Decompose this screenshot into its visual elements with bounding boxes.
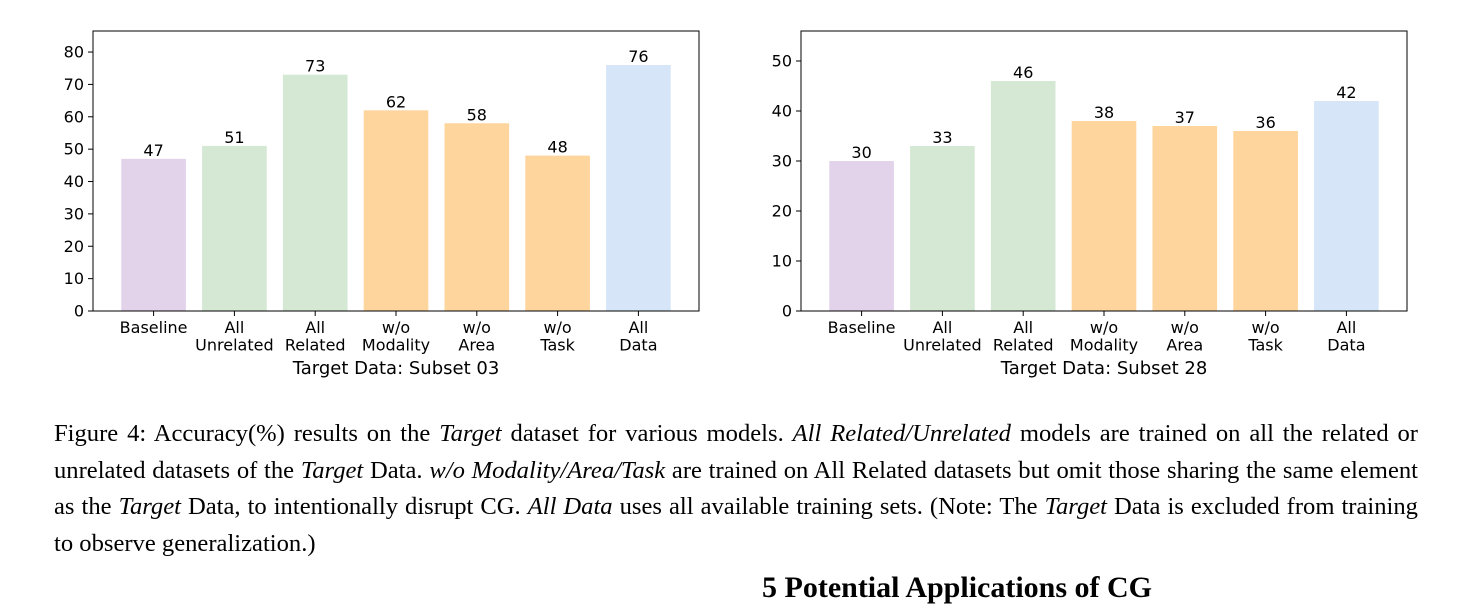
section-heading: 5 Potential Applications of CG: [762, 571, 1153, 604]
bar-value-label: 36: [1255, 113, 1275, 132]
x-tick-label: w/o Area: [1166, 318, 1203, 355]
x-tick-label: All Data: [1327, 318, 1365, 355]
caption-text: models are trained on all the related or…: [54, 420, 1418, 484]
bar-value-label: 62: [386, 92, 406, 111]
y-tick-label: 0: [782, 302, 792, 321]
x-axis-label: Target Data: Subset 28: [1000, 358, 1208, 379]
x-tick-label: All Unrelated: [903, 318, 981, 355]
caption-italic-term: All Related/Unrelated: [792, 420, 1011, 447]
y-tick-label: 10: [772, 252, 792, 271]
bar-value-label: 30: [851, 143, 871, 162]
y-tick-label: 50: [64, 140, 84, 159]
x-axis-label: Target Data: Subset 03: [292, 358, 500, 379]
bar-chart-2: 30 Baseline 33 All Unrelated 46 All Related 38 w/…: [772, 30, 1408, 379]
x-tick-label: w/o Task: [1247, 318, 1283, 355]
plot-frame: [92, 30, 700, 312]
bar: [363, 110, 429, 311]
bar: [1152, 126, 1218, 311]
caption-text: Data is excluded from training to observ…: [54, 493, 1418, 557]
bar: [202, 145, 267, 311]
caption-italic-term: w/o Modality/Area/Task: [429, 456, 666, 484]
bar-value-label: 48: [547, 138, 567, 157]
x-tick-label: w/o Area: [458, 318, 495, 355]
x-tick-label: All Data: [619, 318, 657, 355]
y-tick-label: 30: [64, 204, 84, 223]
caption-text: Data.: [363, 456, 430, 484]
y-tick-label: 40: [772, 102, 792, 121]
bar-value-label: 46: [1013, 63, 1033, 82]
caption-text: Data, to intentionally disrupt CG.: [180, 493, 528, 520]
caption-text: are trained on All Related datasets but …: [54, 456, 1418, 521]
bar: [606, 64, 671, 312]
x-tick-label: All Related: [285, 318, 346, 355]
bar-value-label: 33: [932, 128, 952, 147]
caption-text: uses all available training sets. (Note:…: [612, 493, 1045, 520]
bar-chart-1: 47 Baseline 51 All Unrelated 73 All Related 62 w/…: [64, 30, 700, 379]
caption-italic-term: All Data: [527, 493, 613, 520]
bar-value-label: 51: [224, 128, 244, 147]
y-tick-label: 50: [772, 52, 792, 71]
caption-italic-term: Target: [1044, 493, 1107, 520]
bar-value-label: 42: [1336, 83, 1356, 102]
y-tick-label: 40: [64, 172, 84, 191]
bar-value-label: 37: [1175, 108, 1195, 127]
bar-value-label: 73: [305, 57, 325, 76]
y-tick-label: 10: [64, 269, 84, 288]
bar: [829, 161, 894, 311]
x-tick-label: w/o Task: [539, 318, 575, 355]
caption-italic-term: Target: [300, 456, 364, 484]
x-tick-label: w/o Modality: [1070, 318, 1138, 355]
bar-value-label: 38: [1094, 103, 1114, 122]
bar: [1314, 101, 1379, 311]
x-tick-label: Baseline: [120, 318, 188, 337]
bar: [525, 155, 590, 311]
bar: [1071, 121, 1137, 311]
y-tick-label: 30: [772, 152, 792, 171]
bar-value-label: 76: [628, 47, 648, 66]
y-tick-label: 20: [64, 237, 84, 256]
caption-italic-term: Target: [439, 420, 502, 447]
y-tick-label: 20: [772, 202, 792, 221]
caption-text: dataset for various models.: [501, 420, 793, 447]
bar: [444, 123, 510, 311]
bar: [282, 74, 348, 311]
figure-caption: Figure 4: Accuracy(%) results on the Tar…: [54, 416, 1418, 562]
caption-italic-term: Target: [118, 493, 181, 520]
y-tick-label: 70: [64, 75, 84, 94]
x-tick-label: All Related: [993, 318, 1054, 355]
plot-frame: [800, 30, 1408, 312]
caption-text: Figure 4: Accuracy(%) results on the: [54, 420, 440, 447]
bar: [990, 81, 1056, 311]
bar-value-label: 47: [143, 141, 163, 160]
bar: [1233, 131, 1298, 311]
bar: [121, 158, 186, 311]
bar-value-label: 58: [467, 105, 487, 124]
figure-charts: 47 Baseline 51 All Unrelated 73 All Related 62 w/…: [64, 30, 1408, 379]
x-tick-label: All Unrelated: [195, 318, 273, 355]
x-tick-label: Baseline: [828, 318, 896, 337]
y-tick-label: 0: [74, 302, 84, 321]
y-tick-label: 60: [64, 107, 84, 126]
bar: [910, 146, 975, 311]
y-tick-label: 80: [64, 43, 84, 62]
x-tick-label: w/o Modality: [362, 318, 430, 355]
